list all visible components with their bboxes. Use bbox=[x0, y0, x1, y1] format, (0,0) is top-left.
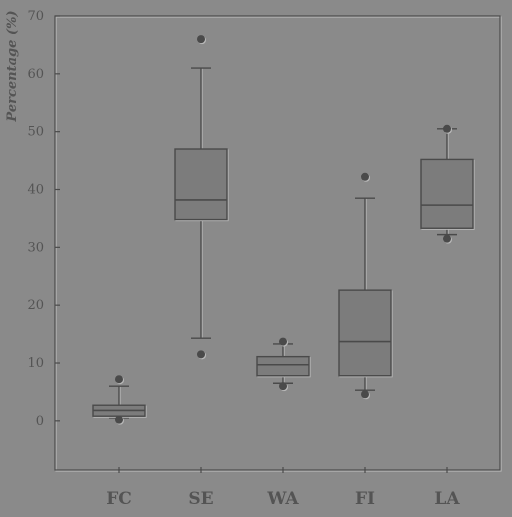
plot-frame-highlight bbox=[55, 16, 502, 472]
y-tick-label: 40 bbox=[27, 183, 44, 198]
outlier-point bbox=[197, 35, 205, 44]
outlier-point bbox=[115, 415, 123, 424]
iqr-box bbox=[338, 289, 392, 377]
outlier-point bbox=[443, 234, 451, 243]
y-tick-label: 0 bbox=[36, 414, 44, 429]
y-axis-label: Percentage (%) bbox=[5, 10, 20, 122]
y-tick-label: 20 bbox=[27, 298, 44, 313]
outlier-point bbox=[279, 337, 287, 346]
box-fc bbox=[92, 375, 147, 425]
x-tick-label: FC bbox=[106, 489, 132, 509]
x-tick-label: LA bbox=[434, 489, 460, 509]
box-se bbox=[174, 35, 229, 360]
box-wa bbox=[256, 337, 311, 392]
y-tick-label: 70 bbox=[27, 9, 44, 24]
box-la bbox=[420, 124, 475, 244]
x-tick-label: SE bbox=[188, 489, 213, 509]
outlier-point bbox=[443, 124, 451, 133]
outlier-point bbox=[115, 375, 123, 384]
box-fi bbox=[338, 172, 393, 400]
y-tick-label: 60 bbox=[27, 67, 44, 82]
iqr-box bbox=[420, 158, 474, 229]
iqr-box bbox=[256, 355, 310, 377]
x-tick-label: WA bbox=[266, 489, 299, 509]
outlier-point bbox=[197, 350, 205, 359]
iqr-box bbox=[174, 148, 228, 221]
x-tick-label: FI bbox=[355, 489, 375, 509]
y-tick-label: 30 bbox=[27, 240, 44, 255]
plot-frame bbox=[54, 15, 501, 471]
outlier-point bbox=[361, 390, 369, 399]
outlier-point bbox=[279, 382, 287, 391]
y-tick-label: 50 bbox=[27, 125, 44, 140]
outlier-point bbox=[361, 172, 369, 181]
y-tick-label: 10 bbox=[27, 356, 44, 371]
